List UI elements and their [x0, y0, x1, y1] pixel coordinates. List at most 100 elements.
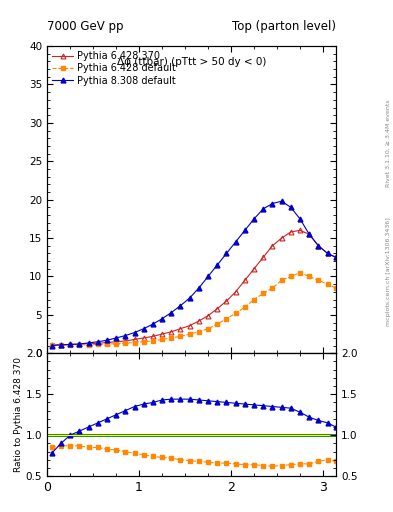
- Text: mcplots.cern.ch [arXiv:1306.3436]: mcplots.cern.ch [arXiv:1306.3436]: [386, 217, 391, 326]
- Pythia 8.308 default: [68, 342, 72, 348]
- Pythia 6.428 370: [95, 340, 100, 347]
- Pythia 6.428 default: [105, 341, 109, 347]
- Pythia 8.308 default: [105, 337, 109, 344]
- Legend: Pythia 6.428 370, Pythia 6.428 default, Pythia 8.308 default: Pythia 6.428 370, Pythia 6.428 default, …: [50, 49, 178, 88]
- Pythia 6.428 370: [68, 342, 72, 348]
- Pythia 8.308 default: [132, 330, 137, 336]
- Pythia 6.428 default: [288, 273, 293, 280]
- Pythia 8.308 default: [307, 231, 312, 238]
- Pythia 8.308 default: [224, 250, 229, 257]
- Pythia 6.428 370: [279, 235, 284, 241]
- Pythia 6.428 370: [288, 229, 293, 235]
- Pythia 8.308 default: [114, 335, 118, 341]
- Pythia 6.428 default: [224, 315, 229, 322]
- Pythia 8.308 default: [160, 315, 164, 322]
- Pythia 6.428 370: [316, 243, 321, 249]
- Pythia 6.428 370: [123, 338, 128, 344]
- Pythia 8.308 default: [50, 343, 54, 349]
- Pythia 8.308 default: [261, 206, 266, 212]
- Line: Pythia 8.308 default: Pythia 8.308 default: [50, 199, 338, 348]
- Pythia 8.308 default: [270, 200, 275, 206]
- Pythia 6.428 default: [187, 331, 192, 337]
- Pythia 6.428 default: [50, 342, 54, 348]
- Pythia 8.308 default: [252, 216, 256, 222]
- Pythia 6.428 370: [298, 227, 302, 233]
- Pythia 6.428 default: [114, 340, 118, 347]
- Pythia 6.428 default: [242, 304, 247, 310]
- Pythia 6.428 370: [160, 331, 164, 337]
- Pythia 8.308 default: [316, 243, 321, 249]
- Pythia 6.428 370: [242, 278, 247, 284]
- Pythia 6.428 default: [233, 310, 238, 316]
- Pythia 6.428 370: [169, 329, 174, 335]
- Pythia 6.428 370: [206, 312, 210, 318]
- Pythia 6.428 default: [68, 342, 72, 348]
- Pythia 6.428 default: [151, 338, 155, 344]
- Pythia 6.428 default: [132, 339, 137, 346]
- Pythia 8.308 default: [151, 321, 155, 327]
- Text: Top (parton level): Top (parton level): [232, 20, 336, 33]
- Pythia 8.308 default: [169, 309, 174, 315]
- Pythia 6.428 370: [114, 339, 118, 345]
- Pythia 6.428 default: [86, 342, 91, 348]
- Pythia 6.428 370: [77, 341, 82, 347]
- Pythia 8.308 default: [288, 204, 293, 210]
- Pythia 8.308 default: [334, 254, 338, 261]
- Line: Pythia 6.428 default: Pythia 6.428 default: [50, 270, 338, 348]
- Text: Rivet 3.1.10, ≥ 3.4M events: Rivet 3.1.10, ≥ 3.4M events: [386, 99, 391, 187]
- Pythia 8.308 default: [279, 198, 284, 204]
- Pythia 8.308 default: [59, 342, 63, 348]
- Pythia 6.428 default: [77, 342, 82, 348]
- Pythia 6.428 default: [196, 329, 201, 335]
- Pythia 6.428 default: [215, 321, 220, 327]
- Pythia 6.428 default: [160, 336, 164, 343]
- Text: Δφ (ttbar) (pTtt > 50 dy < 0): Δφ (ttbar) (pTtt > 50 dy < 0): [117, 57, 266, 67]
- Pythia 6.428 default: [279, 278, 284, 284]
- Pythia 6.428 370: [178, 326, 183, 332]
- Pythia 8.308 default: [123, 333, 128, 339]
- Pythia 6.428 370: [307, 231, 312, 238]
- Pythia 8.308 default: [141, 326, 146, 332]
- Pythia 6.428 default: [178, 333, 183, 339]
- Pythia 8.308 default: [215, 262, 220, 268]
- Pythia 8.308 default: [325, 250, 330, 257]
- Pythia 6.428 370: [50, 342, 54, 348]
- Pythia 6.428 370: [252, 266, 256, 272]
- Line: Pythia 6.428 370: Pythia 6.428 370: [50, 228, 338, 347]
- Text: 7000 GeV pp: 7000 GeV pp: [47, 20, 124, 33]
- Pythia 8.308 default: [196, 285, 201, 291]
- Pythia 8.308 default: [95, 339, 100, 345]
- Pythia 8.308 default: [77, 341, 82, 347]
- Pythia 6.428 default: [59, 342, 63, 348]
- Pythia 6.428 default: [206, 326, 210, 332]
- Y-axis label: Ratio to Pythia 6.428 370: Ratio to Pythia 6.428 370: [14, 357, 23, 472]
- Pythia 8.308 default: [178, 303, 183, 309]
- Pythia 6.428 370: [187, 323, 192, 329]
- Pythia 6.428 370: [215, 306, 220, 312]
- Pythia 6.428 370: [325, 250, 330, 257]
- Pythia 8.308 default: [86, 340, 91, 346]
- Pythia 6.428 370: [59, 342, 63, 348]
- Pythia 6.428 default: [141, 339, 146, 345]
- Pythia 6.428 default: [270, 285, 275, 291]
- Pythia 6.428 370: [233, 289, 238, 295]
- Pythia 8.308 default: [206, 273, 210, 280]
- Pythia 6.428 370: [270, 243, 275, 249]
- Pythia 6.428 370: [86, 340, 91, 347]
- Pythia 6.428 default: [325, 281, 330, 287]
- Pythia 6.428 default: [95, 342, 100, 348]
- Pythia 6.428 default: [307, 273, 312, 280]
- Pythia 8.308 default: [187, 295, 192, 301]
- Pythia 6.428 default: [334, 285, 338, 291]
- Pythia 8.308 default: [242, 227, 247, 233]
- Pythia 6.428 default: [123, 340, 128, 347]
- Pythia 6.428 370: [132, 336, 137, 343]
- Pythia 6.428 370: [141, 335, 146, 341]
- Pythia 6.428 370: [196, 318, 201, 324]
- Pythia 6.428 default: [316, 278, 321, 284]
- Pythia 6.428 default: [252, 296, 256, 303]
- Pythia 6.428 370: [224, 298, 229, 304]
- Pythia 6.428 default: [298, 269, 302, 275]
- Pythia 8.308 default: [298, 216, 302, 222]
- Pythia 6.428 default: [169, 335, 174, 341]
